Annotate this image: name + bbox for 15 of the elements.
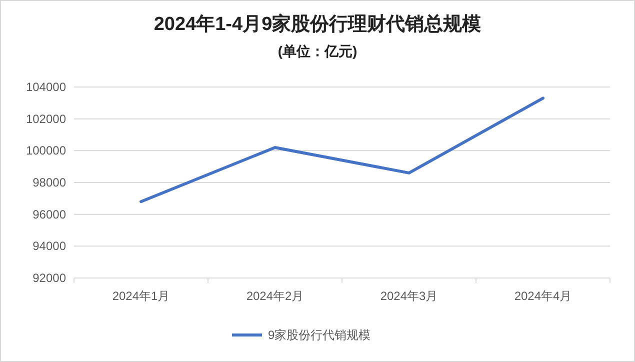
y-tick-label: 96000 — [32, 207, 66, 222]
x-tick-label: 2024年3月 — [380, 289, 438, 303]
y-tick-label: 98000 — [32, 176, 66, 190]
legend-label: 9家股份行代销规模 — [268, 328, 371, 342]
y-tick-label: 92000 — [32, 271, 66, 285]
x-tick-label: 2024年4月 — [514, 289, 572, 303]
y-tick-label: 102000 — [26, 112, 66, 126]
x-tick-label: 2024年2月 — [246, 289, 304, 303]
chart-title: 2024年1-4月9家股份行理财代销总规模 — [154, 13, 482, 35]
x-tick-label: 2024年1月 — [112, 289, 170, 303]
chart-subtitle: (单位：亿元) — [278, 43, 358, 59]
y-tick-label: 94000 — [32, 239, 66, 254]
line-series — [140, 96, 544, 204]
y-tick-label: 100000 — [26, 144, 66, 158]
y-tick-label: 104000 — [26, 80, 66, 94]
